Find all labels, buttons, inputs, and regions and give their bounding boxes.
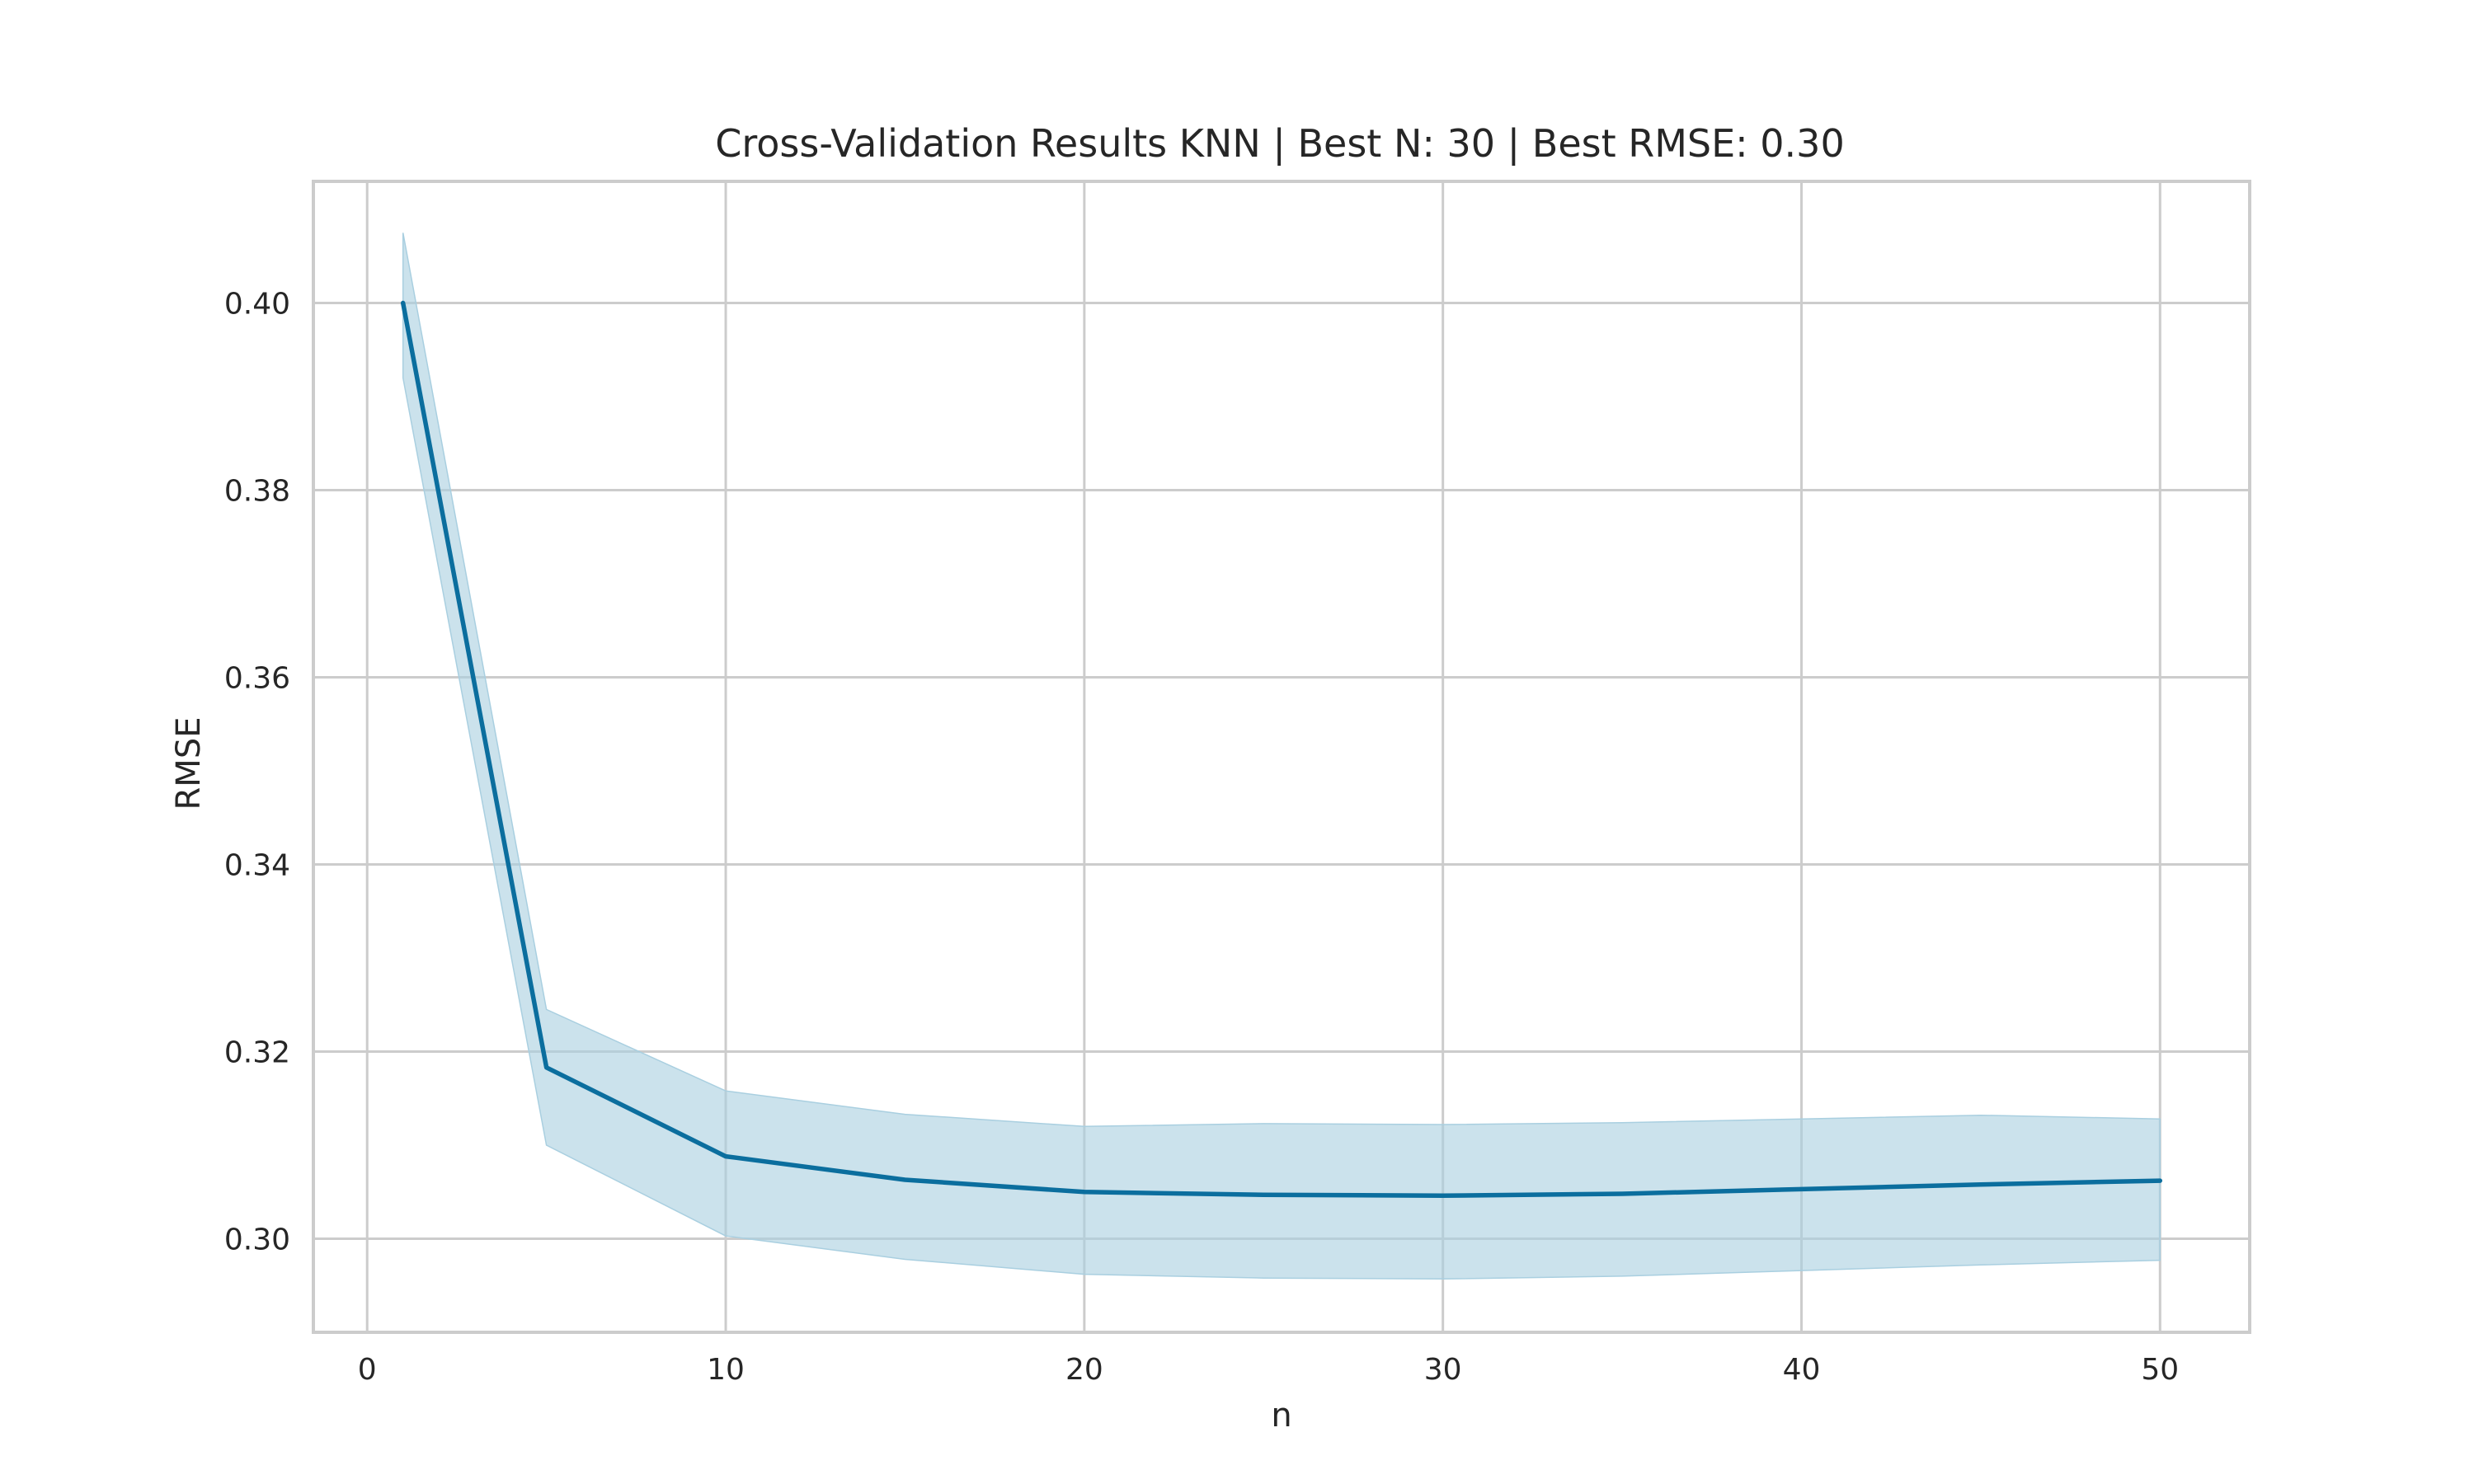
series-line: [400, 300, 2163, 1199]
y-tick-label: 0.34: [224, 849, 290, 883]
chart-title: Cross-Validation Results KNN | Best N: 3…: [715, 121, 1844, 167]
plot-frame: [312, 180, 2251, 1334]
x-tick-label: 10: [707, 1353, 745, 1387]
x-tick-label: 20: [1065, 1353, 1103, 1387]
y-tick-label: 0.32: [224, 1036, 290, 1070]
x-tick-label: 0: [358, 1353, 377, 1387]
x-tick-label: 40: [1783, 1353, 1821, 1387]
x-tick-labels: 0 10 20 30 40 50: [358, 1353, 2179, 1387]
y-tick-label: 0.36: [224, 662, 290, 696]
y-tick-label: 0.38: [224, 475, 290, 509]
y-tick-label: 0.30: [224, 1223, 290, 1257]
x-axis-label: n: [1271, 1397, 1291, 1435]
x-tick-label: 30: [1424, 1353, 1462, 1387]
series-line-group: [400, 300, 2163, 1199]
y-tick-label: 0.40: [224, 288, 290, 322]
confidence-band: [402, 232, 2161, 1280]
y-axis-label: RMSE: [170, 717, 208, 810]
x-tick-label: 50: [2141, 1353, 2179, 1387]
y-tick-labels: 0.30 0.32 0.34 0.36 0.38 0.40: [224, 288, 290, 1257]
confidence-band-group: [402, 232, 2161, 1280]
